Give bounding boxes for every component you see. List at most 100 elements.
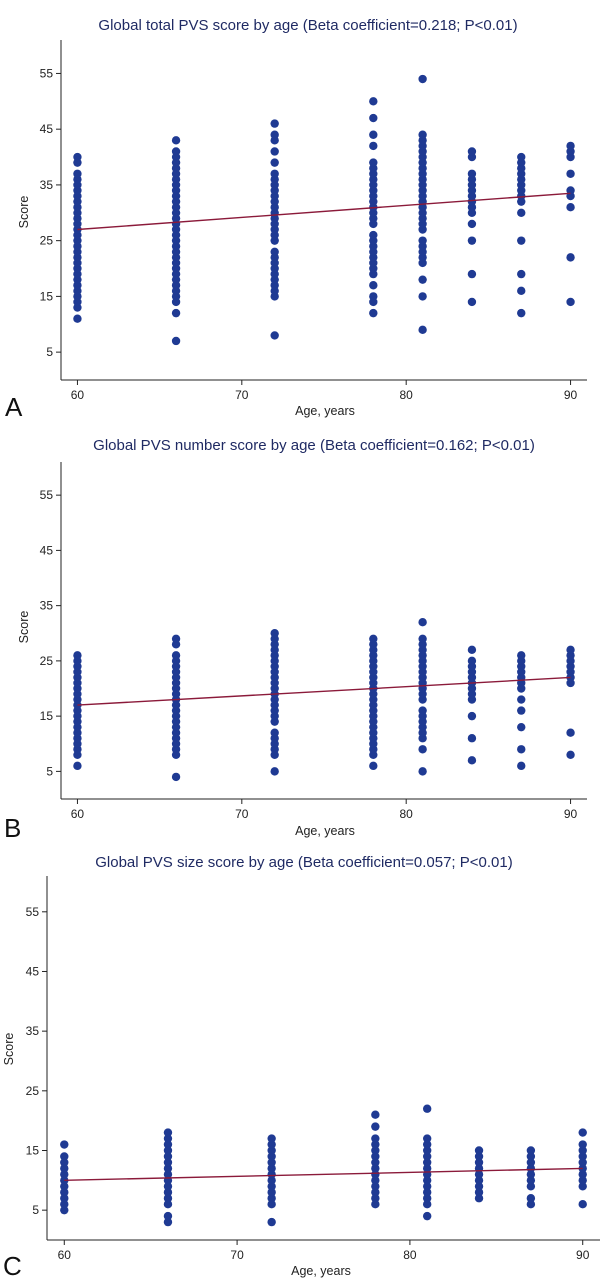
y-axis-label: Score	[2, 1033, 16, 1066]
x-tick-label: 60	[58, 1248, 72, 1262]
data-point	[467, 711, 477, 721]
data-point	[163, 1194, 173, 1203]
data-point	[171, 147, 181, 156]
data-point	[418, 634, 427, 643]
data-point	[163, 1188, 173, 1197]
x-tick-label: 60	[71, 388, 85, 402]
data-point	[163, 1140, 173, 1149]
data-point	[163, 1164, 173, 1173]
data-point	[418, 130, 427, 139]
data-point	[566, 141, 575, 151]
data-point	[578, 1164, 587, 1173]
data-point	[474, 1158, 484, 1167]
x-axis-label: Age, years	[295, 824, 355, 838]
x-tick-label: 90	[564, 807, 578, 821]
panel-label: B	[4, 813, 21, 843]
data-point	[369, 281, 378, 290]
data-point	[270, 130, 279, 139]
data-point	[73, 761, 82, 771]
plot-area: 5 15 25 35 45 55 60 70 80 90	[40, 40, 587, 402]
data-point	[267, 1182, 276, 1191]
data-point	[163, 1152, 173, 1161]
data-point	[578, 1176, 587, 1185]
y-tick-label: 15	[40, 289, 54, 303]
y-tick-label: 55	[40, 488, 54, 502]
data-point	[578, 1170, 587, 1179]
y-tick-label: 35	[26, 1024, 40, 1038]
data-point	[526, 1199, 536, 1209]
data-point	[422, 1194, 432, 1203]
data-point	[371, 1194, 380, 1203]
data-point	[369, 761, 378, 771]
data-point	[422, 1188, 432, 1197]
data-point	[371, 1182, 380, 1191]
data-point	[566, 297, 575, 307]
data-point	[526, 1194, 536, 1203]
y-tick-label: 25	[40, 654, 54, 668]
data-point	[270, 629, 279, 638]
plot-area: 5 15 25 35 45 55 60 70 80 90	[40, 462, 587, 821]
chart-title: Global PVS number score by age (Beta coe…	[93, 437, 535, 454]
data-point	[371, 1140, 380, 1149]
data-point	[422, 1146, 432, 1155]
y-tick-label: 15	[40, 709, 54, 723]
panel-label: C	[3, 1251, 22, 1280]
data-point	[566, 750, 575, 760]
plot-area: 5 15 25 35 45 55 60 70 80 90	[26, 876, 600, 1262]
data-point	[578, 1140, 587, 1149]
data-point	[517, 152, 526, 162]
data-point	[369, 97, 378, 106]
data-point	[171, 772, 181, 782]
data-point	[60, 1182, 69, 1191]
data-point	[578, 1152, 587, 1161]
data-point	[517, 706, 526, 715]
data-point	[60, 1194, 69, 1203]
data-point	[526, 1152, 536, 1161]
data-point	[526, 1170, 536, 1179]
x-tick-label: 80	[400, 388, 414, 402]
data-point	[566, 728, 575, 737]
y-tick-label: 5	[46, 764, 53, 778]
data-point	[467, 756, 477, 765]
y-tick-label: 25	[40, 234, 54, 248]
data-point	[418, 618, 427, 627]
data-point	[371, 1110, 380, 1119]
data-point	[517, 286, 526, 296]
data-point	[422, 1164, 432, 1173]
data-point	[369, 292, 378, 301]
data-point	[418, 275, 427, 284]
data-point	[526, 1182, 536, 1191]
y-tick-label: 35	[40, 178, 54, 192]
data-point	[517, 308, 526, 318]
regression-line	[77, 192, 571, 231]
data-point	[467, 236, 477, 245]
data-point	[418, 745, 427, 754]
data-point	[163, 1211, 173, 1221]
data-point	[566, 169, 575, 178]
data-point	[171, 651, 181, 660]
data-point	[163, 1134, 173, 1143]
data-point	[467, 147, 477, 156]
x-tick-label: 70	[230, 1248, 244, 1262]
data-point	[60, 1152, 69, 1161]
data-point	[474, 1176, 484, 1185]
data-point	[163, 1182, 173, 1191]
data-point	[267, 1217, 276, 1227]
chart-title: Global PVS size score by age (Beta coeff…	[95, 854, 512, 871]
data-point	[474, 1146, 484, 1155]
data-point	[371, 1158, 380, 1167]
data-point	[60, 1199, 69, 1209]
data-point	[267, 1176, 276, 1185]
data-point	[422, 1134, 432, 1143]
data-point	[371, 1152, 380, 1161]
data-point	[467, 219, 477, 229]
data-point	[467, 169, 477, 178]
data-point	[369, 113, 378, 123]
data-point	[526, 1164, 536, 1173]
chart-panel-a: Global total PVS score by age (Beta coef…	[5, 17, 587, 422]
data-point	[369, 141, 378, 151]
data-point	[163, 1158, 173, 1167]
x-tick-label: 90	[564, 388, 578, 402]
data-point	[526, 1158, 536, 1167]
data-point	[418, 767, 427, 776]
